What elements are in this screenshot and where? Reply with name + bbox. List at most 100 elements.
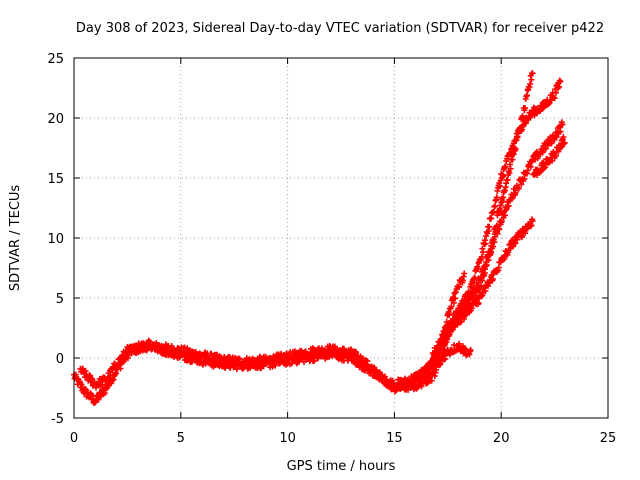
y-tick-label: 25	[47, 52, 64, 67]
data-point	[510, 151, 517, 158]
data-point	[561, 139, 568, 146]
data-point	[448, 303, 455, 310]
data-point	[198, 353, 205, 360]
data-point	[529, 70, 536, 77]
data-point	[502, 212, 508, 219]
series-track-2	[77, 70, 536, 395]
data-point	[107, 372, 114, 379]
data-point	[490, 243, 496, 250]
data-point	[123, 352, 130, 359]
x-tick-label: 10	[279, 431, 296, 446]
data-point	[507, 165, 514, 172]
data-point	[539, 149, 546, 156]
data-point	[522, 230, 529, 237]
data-point	[542, 145, 549, 152]
data-point	[522, 105, 529, 112]
chart-title: Day 308 of 2023, Sidereal Day-to-day VTE…	[76, 21, 604, 36]
data-point	[483, 262, 490, 269]
data-point	[555, 148, 562, 155]
data-point	[556, 83, 563, 90]
data-point	[456, 283, 463, 290]
data-point	[478, 253, 485, 260]
data-point	[480, 249, 486, 256]
series-track-4	[434, 119, 566, 351]
series-track-7	[412, 340, 474, 384]
data-point	[237, 358, 243, 365]
data-point	[496, 183, 503, 190]
data-point	[514, 133, 521, 140]
data-point	[491, 239, 498, 246]
data-point	[552, 89, 559, 96]
y-tick-label: 15	[47, 172, 64, 187]
data-point	[557, 128, 564, 135]
data-point	[506, 169, 513, 176]
y-tick-label: 0	[56, 352, 64, 367]
data-point	[450, 300, 457, 306]
data-point	[428, 377, 435, 384]
data-point	[509, 156, 516, 163]
data-point	[452, 295, 459, 302]
data-point	[113, 370, 120, 377]
data-point	[527, 81, 534, 87]
data-point	[515, 185, 522, 192]
data-point	[482, 240, 489, 247]
data-point	[475, 283, 481, 290]
data-point	[168, 346, 175, 352]
series-track-6	[530, 134, 568, 178]
data-point	[513, 136, 520, 143]
data-point	[490, 276, 496, 282]
data-point	[78, 381, 85, 388]
data-point	[495, 264, 502, 271]
x-tick-label: 5	[177, 431, 185, 446]
x-tick-label: 0	[70, 431, 78, 446]
data-point	[529, 217, 536, 224]
data-point	[260, 363, 267, 370]
data-point	[186, 352, 193, 359]
data-point	[488, 249, 495, 256]
data-point	[557, 78, 564, 85]
axis-layer: 0 5 10 15 20 25 -5 0 5 10 15 20 25	[47, 52, 616, 446]
data-point	[442, 355, 449, 362]
data-point	[528, 76, 535, 83]
data-point	[475, 266, 481, 272]
data-point	[500, 173, 507, 180]
data-point	[512, 240, 519, 247]
data-point	[502, 163, 509, 170]
data-point	[486, 223, 493, 230]
series-layer	[71, 70, 568, 406]
series-track-5	[429, 216, 536, 360]
data-point	[560, 134, 567, 140]
y-tick-label: 10	[47, 232, 64, 247]
data-point	[461, 270, 468, 277]
x-tick-label: 15	[386, 431, 403, 446]
data-point	[446, 312, 453, 319]
data-point	[468, 305, 475, 312]
data-point	[431, 353, 438, 360]
data-point	[548, 140, 555, 147]
data-point	[522, 120, 529, 127]
data-point	[528, 222, 535, 229]
data-point	[467, 347, 474, 353]
data-point	[505, 203, 512, 210]
data-point	[208, 350, 215, 357]
data-point	[518, 233, 525, 240]
data-point	[491, 203, 498, 210]
x-tick-label: 20	[493, 431, 510, 446]
data-point	[471, 274, 478, 281]
data-point	[493, 194, 500, 201]
data-point	[89, 376, 96, 383]
data-point	[488, 215, 495, 222]
x-tick-label: 25	[600, 431, 617, 446]
y-axis-label: SDTVAR / TECUs	[8, 185, 23, 292]
data-point	[101, 390, 108, 396]
data-point	[496, 226, 503, 232]
x-axis-label: GPS time / hours	[287, 459, 396, 474]
y-tick-label: -5	[51, 412, 64, 427]
data-point	[559, 121, 566, 128]
data-point	[551, 95, 558, 102]
data-point	[353, 349, 360, 356]
data-point	[331, 343, 338, 350]
y-tick-label: 5	[56, 292, 64, 307]
data-point	[414, 377, 421, 384]
